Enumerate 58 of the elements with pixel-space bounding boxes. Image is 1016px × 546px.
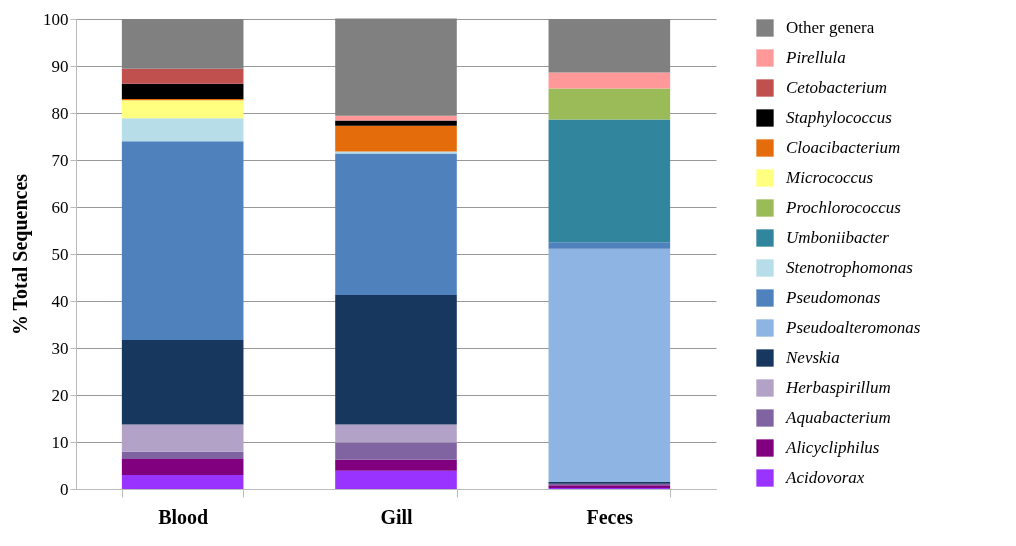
legend-label: Pseudomonas (785, 288, 881, 307)
bar (548, 248, 671, 482)
legend-label: Cloacibacterium (786, 138, 901, 157)
y-tick-label: 60 (51, 197, 69, 217)
legend-label: Prochlorococcus (785, 198, 902, 217)
bar (121, 83, 244, 99)
y-tick-label: 50 (51, 244, 69, 264)
legend-label: Cetobacterium (786, 78, 888, 97)
bar (121, 474, 244, 489)
bar (335, 459, 457, 471)
legend-label: Staphylococcus (786, 108, 893, 127)
y-tick-label: 100 (43, 9, 69, 29)
bar (335, 424, 457, 443)
y-axis-title: % Total Sequences (9, 173, 32, 336)
legend-label: Other genera (786, 18, 875, 37)
x-tick-label: Gill (380, 505, 414, 528)
bar (335, 120, 457, 126)
bar (121, 340, 244, 425)
legend-label: Pseudoalteromonas (785, 318, 921, 337)
y-tick-label: 80 (51, 103, 69, 123)
y-tick-label: 70 (51, 150, 69, 170)
y-tick-label: 20 (51, 385, 69, 405)
legend-label: Micrococcus (785, 168, 874, 187)
y-tick-label: 90 (51, 56, 69, 76)
bar (335, 442, 457, 460)
legend-label: Nevskia (785, 348, 840, 367)
bar (121, 458, 244, 475)
bar (121, 19, 244, 69)
y-tick-label: 40 (51, 291, 69, 311)
bar (335, 125, 457, 152)
bar (335, 294, 457, 425)
bar (121, 100, 244, 119)
bar (548, 119, 671, 243)
bar (121, 424, 244, 452)
bar (121, 118, 244, 142)
x-tick-label: Blood (158, 505, 209, 528)
bar (548, 72, 671, 89)
legend-label: Stenotrophomonas (786, 258, 914, 277)
bar (121, 451, 244, 459)
bar (121, 141, 244, 341)
bar (548, 19, 671, 73)
bar (335, 153, 457, 295)
bar (335, 18, 457, 116)
bar (121, 68, 244, 84)
bar (335, 115, 457, 121)
legend-label: Aquabacterium (785, 408, 891, 427)
x-tick-label: Feces (586, 505, 634, 528)
bar (548, 242, 671, 249)
bar (548, 88, 671, 120)
legend-label: Umboniibacter (786, 228, 890, 247)
y-tick-label: 10 (51, 432, 69, 452)
legend-label: Acidovorax (785, 468, 865, 487)
y-tick-label: 0 (60, 479, 69, 499)
bar (335, 470, 457, 489)
legend-label: Alicycliphilus (785, 438, 880, 457)
legend-label: Pirellula (785, 48, 846, 67)
legend-label: Herbaspirillum (785, 378, 891, 397)
y-tick-label: 30 (51, 338, 69, 358)
